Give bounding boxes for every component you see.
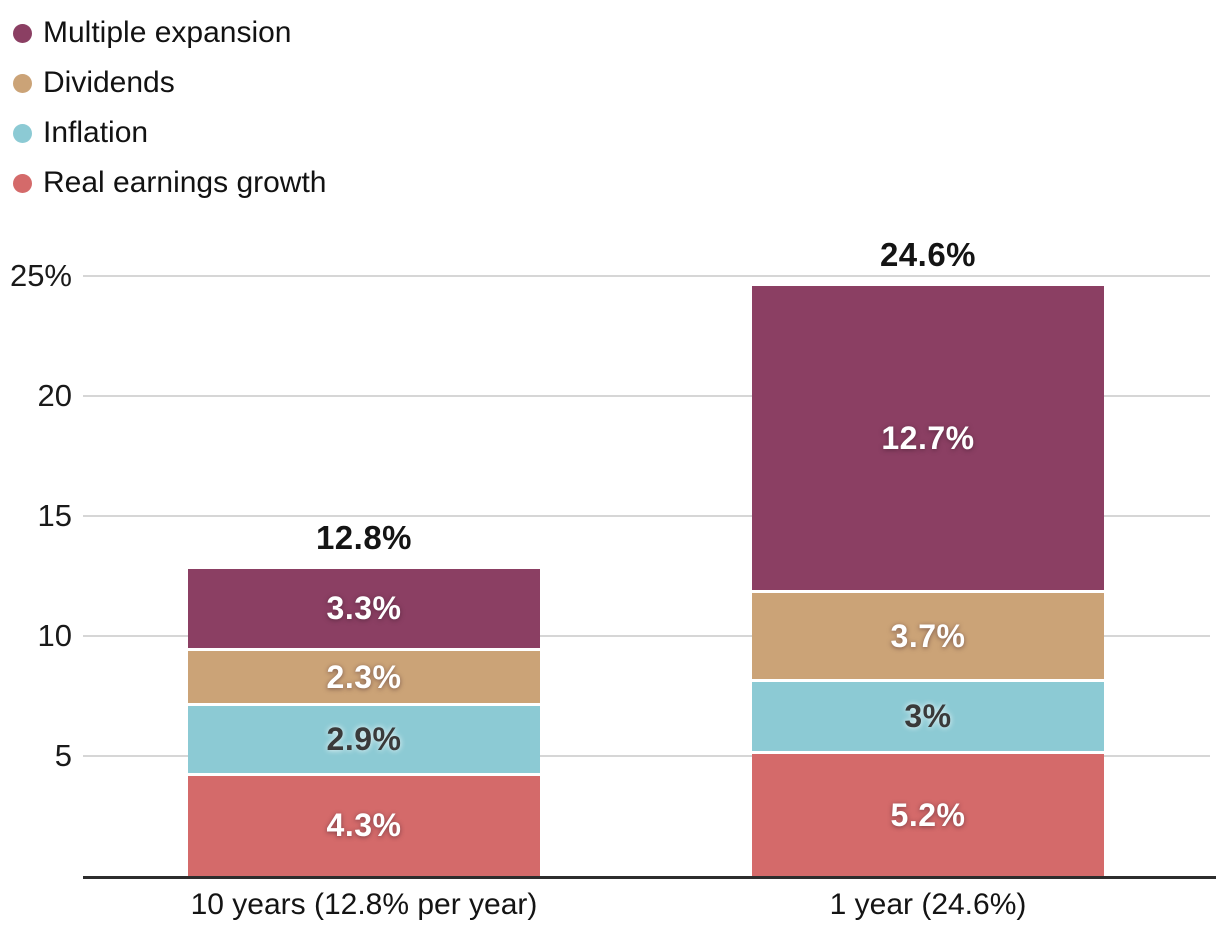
legend-label-real-earnings-growth: Real earnings growth — [43, 166, 327, 199]
segment-value-label: 3% — [904, 698, 952, 735]
segment-dividends-10y: 2.3% — [188, 648, 540, 704]
legend-item-real-earnings-growth: Real earnings growth — [13, 158, 327, 208]
segment-value-label: 3.7% — [890, 617, 966, 654]
gridline-15 — [83, 515, 1210, 517]
x-label-10-years: 10 years (12.8% per year) — [190, 888, 538, 921]
gridline-25 — [83, 275, 1210, 277]
bar-10-years: 3.3% 2.3% 2.9% 4.3% — [188, 568, 540, 876]
y-tick-10: 10 — [37, 618, 72, 653]
gridline-5 — [83, 755, 1210, 757]
legend-item-inflation: Inflation — [13, 108, 327, 158]
legend-swatch-real-earnings-growth — [13, 173, 32, 193]
gridline-20 — [83, 395, 1210, 397]
legend-swatch-multiple-expansion — [13, 23, 32, 43]
segment-value-label: 12.7% — [881, 419, 975, 456]
segment-value-label: 2.3% — [326, 658, 402, 695]
y-tick-5: 5 — [54, 738, 72, 773]
segment-real-earnings-growth-1y: 5.2% — [752, 751, 1104, 876]
segment-inflation-1y: 3% — [752, 679, 1104, 752]
segment-value-label: 5.2% — [890, 796, 966, 833]
segment-real-earnings-growth-10y: 4.3% — [188, 772, 540, 876]
bar-total-1-year: 24.6% — [879, 235, 977, 273]
segment-value-label: 4.3% — [326, 807, 402, 844]
legend-label-multiple-expansion: Multiple expansion — [43, 16, 292, 49]
legend-item-multiple-expansion: Multiple expansion — [13, 8, 327, 58]
bar-1-year: 12.7% 3.7% 3% 5.2% — [752, 285, 1104, 876]
y-tick-15: 15 — [37, 498, 72, 533]
x-label-1-year: 1 year (24.6%) — [829, 888, 1027, 921]
legend-label-dividends: Dividends — [43, 66, 175, 99]
y-tick-25: 25% — [9, 258, 72, 293]
legend: Multiple expansion Dividends Inflation R… — [13, 8, 327, 208]
segment-multiple-expansion-10y: 3.3% — [188, 568, 540, 649]
segment-inflation-10y: 2.9% — [188, 703, 540, 773]
legend-label-inflation: Inflation — [43, 116, 149, 149]
segment-dividends-1y: 3.7% — [752, 590, 1104, 680]
segment-multiple-expansion-1y: 12.7% — [752, 285, 1104, 591]
segment-value-label: 3.3% — [326, 589, 402, 626]
legend-item-dividends: Dividends — [13, 58, 327, 108]
legend-swatch-inflation — [13, 123, 32, 143]
bar-total-10-years: 12.8% — [315, 518, 413, 556]
legend-swatch-dividends — [13, 73, 32, 93]
gridline-10 — [83, 635, 1210, 637]
x-axis-line — [83, 876, 1216, 879]
y-tick-20: 20 — [37, 378, 72, 413]
segment-value-label: 2.9% — [326, 721, 402, 758]
